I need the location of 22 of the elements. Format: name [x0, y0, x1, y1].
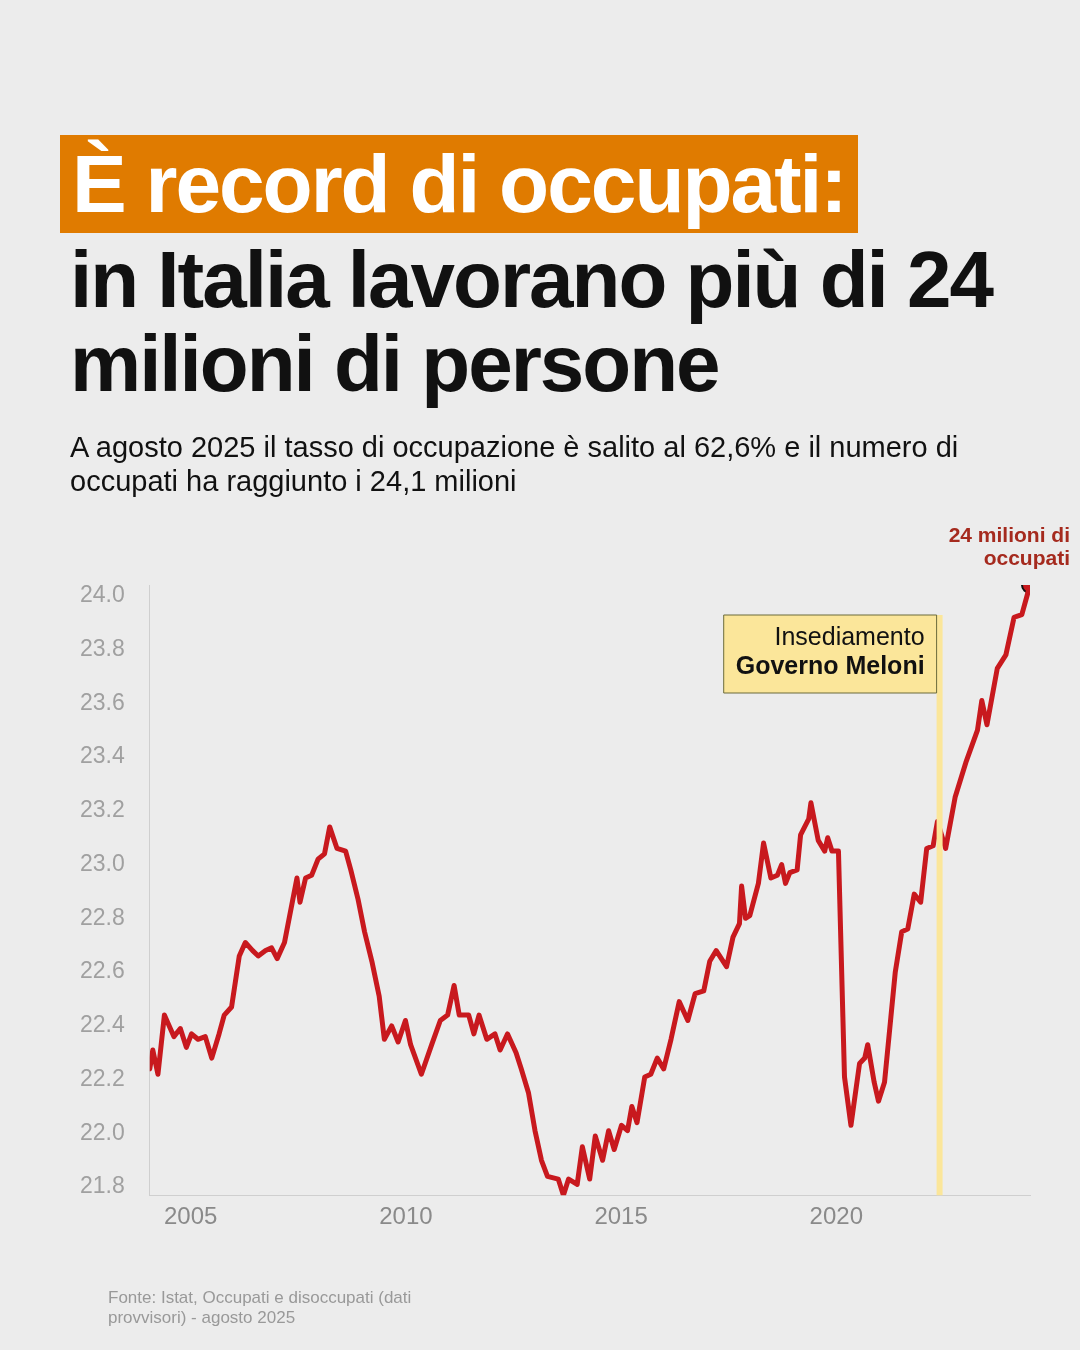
- ref-line-label: Insediamento Governo Meloni: [735, 622, 925, 680]
- x-tick-label: 2020: [809, 1202, 863, 1230]
- y-tick-label: 22.2: [80, 1064, 125, 1091]
- x-tick-label: 2010: [379, 1202, 433, 1230]
- x-tick-label: 2005: [163, 1202, 218, 1230]
- chart-subtitle: in Italia lavorano più di 24 milioni di persone: [70, 235, 995, 408]
- y-tick-label: 21.8: [80, 1172, 125, 1199]
- y-tick-label: 22.8: [80, 903, 125, 930]
- y-tick-label: 22.4: [80, 1011, 125, 1038]
- y-tick-label: 23.2: [80, 796, 125, 823]
- chart-title: È record di occupati:: [60, 135, 858, 233]
- source-note: Fonte: Istat, Occupati e disoccupati (dati provvisori) - agosto 2025: [108, 1288, 413, 1328]
- y-tick-label: 23.4: [80, 742, 125, 769]
- text: A agosto 2025 il tasso di occupazione è salito al 62,6% e il numero di occupati ha raggiunto i 24,1 milioni: [70, 430, 960, 498]
- y-tick-label: 23.0: [80, 849, 125, 876]
- y-tick-label: 22.6: [80, 957, 125, 984]
- y-tick-label: 22.0: [80, 1118, 125, 1145]
- y-tick-label: 23.8: [80, 634, 125, 661]
- annotation: 24 milioni di occupati: [948, 523, 1070, 569]
- y-tick-label: 24.0: [80, 581, 125, 608]
- y-tick-label: 23.6: [80, 688, 125, 715]
- x-tick-label: 2015: [594, 1202, 648, 1230]
